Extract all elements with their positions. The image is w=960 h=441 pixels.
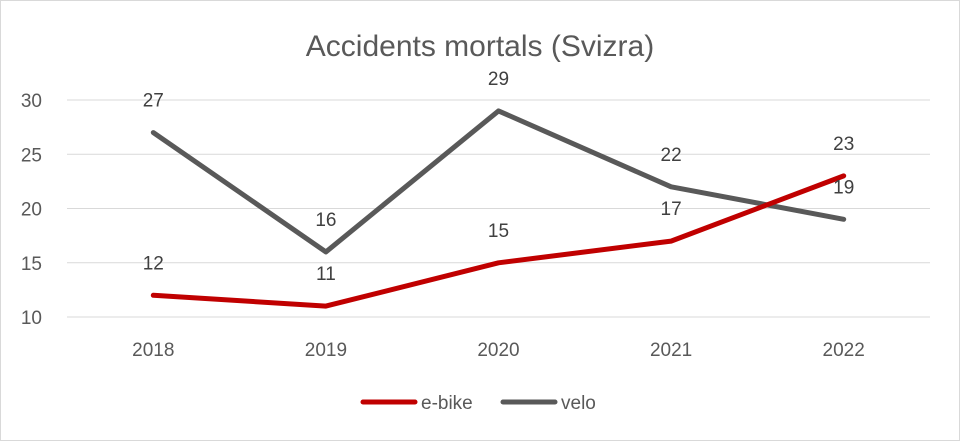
legend: e-bike velo bbox=[360, 393, 596, 414]
data-labels: 12 11 15 17 23 27 16 29 22 19 bbox=[143, 69, 855, 285]
x-tick-label: 2022 bbox=[823, 340, 865, 361]
series-line-e-bike bbox=[150, 173, 847, 309]
series-lines bbox=[150, 108, 847, 309]
legend-label-e-bike: e-bike bbox=[421, 393, 473, 414]
data-label-velo: 27 bbox=[143, 91, 164, 112]
gridlines bbox=[67, 99, 930, 318]
data-label-e-bike: 15 bbox=[488, 221, 509, 242]
data-label-e-bike: 23 bbox=[833, 134, 854, 155]
data-label-e-bike: 11 bbox=[316, 264, 336, 285]
y-tick-label: 20 bbox=[21, 200, 42, 221]
x-tick-label: 2019 bbox=[305, 340, 347, 361]
data-label-velo: 29 bbox=[488, 69, 509, 90]
series-line-velo bbox=[150, 108, 847, 255]
data-label-velo: 19 bbox=[833, 177, 854, 198]
y-tick-label: 10 bbox=[21, 308, 42, 329]
x-tick-label: 2021 bbox=[650, 340, 692, 361]
y-tick-label: 15 bbox=[21, 254, 42, 275]
data-label-velo: 16 bbox=[315, 210, 336, 231]
legend-label-velo: velo bbox=[561, 393, 596, 414]
data-label-e-bike: 17 bbox=[661, 199, 682, 220]
y-tick-label: 25 bbox=[21, 145, 42, 166]
x-tick-label: 2020 bbox=[477, 340, 519, 361]
data-label-e-bike: 12 bbox=[143, 253, 164, 274]
x-tick-label: 2018 bbox=[132, 340, 174, 361]
x-axis-ticks: 2018 2019 2020 2021 2022 bbox=[132, 340, 865, 361]
y-tick-label: 30 bbox=[21, 91, 42, 112]
data-label-velo: 22 bbox=[661, 145, 682, 166]
y-axis-ticks: 10 15 20 25 30 bbox=[21, 91, 42, 329]
chart-title: Accidents mortals (Svizra) bbox=[306, 30, 654, 63]
